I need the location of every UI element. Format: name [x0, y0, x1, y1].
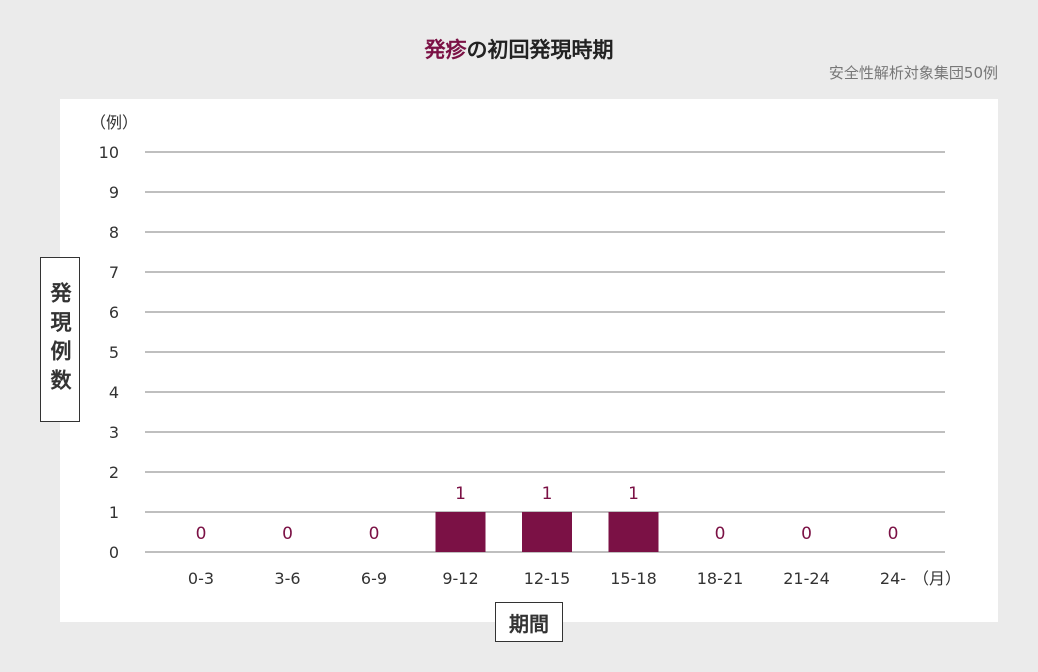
y-tick-label: 2	[109, 463, 119, 482]
y-tick-label: 8	[109, 223, 119, 242]
x-tick-label: 0-3	[188, 569, 214, 588]
x-tick-label: 18-21	[697, 569, 744, 588]
x-tick-label: 21-24	[783, 569, 830, 588]
chart-title: 発疹の初回発現時期	[0, 34, 1038, 64]
data-label: 1	[628, 484, 639, 504]
data-label: 0	[282, 524, 293, 544]
x-tick-label: 15-18	[610, 569, 657, 588]
data-label: 0	[888, 524, 899, 544]
chart-title-accent: 発疹	[424, 38, 467, 62]
bar	[608, 512, 659, 552]
y-tick-label: 3	[109, 423, 119, 442]
x-axis-unit: （月）	[913, 569, 961, 588]
data-label: 0	[801, 524, 812, 544]
y-tick-label: 5	[109, 343, 119, 362]
chart-subtitle: 安全性解析対象集団50例	[828, 64, 998, 82]
x-axis-label: 期間	[495, 602, 563, 642]
y-tick-label: 10	[99, 143, 119, 162]
data-label: 0	[196, 524, 207, 544]
chart-title-rest: の初回発現時期	[466, 38, 614, 62]
y-tick-label: 6	[109, 303, 119, 322]
data-label: 0	[715, 524, 726, 544]
data-label: 1	[542, 484, 553, 504]
data-label: 0	[369, 524, 380, 544]
bar	[522, 512, 572, 552]
bar	[435, 512, 486, 552]
y-tick-label: 1	[109, 503, 119, 522]
y-tick-label: 4	[109, 383, 119, 402]
y-axis-label: 発現例数	[40, 257, 80, 422]
y-axis-unit: （例）	[90, 113, 139, 132]
x-tick-label: 9-12	[442, 569, 478, 588]
x-tick-label: 6-9	[361, 569, 387, 588]
x-tick-label: 24-	[880, 569, 906, 588]
y-tick-label: 7	[109, 263, 119, 282]
x-tick-label: 3-6	[274, 569, 300, 588]
data-label: 1	[455, 484, 466, 504]
y-tick-label: 0	[109, 543, 119, 562]
x-tick-label: 12-15	[524, 569, 571, 588]
y-tick-label: 9	[109, 183, 119, 202]
